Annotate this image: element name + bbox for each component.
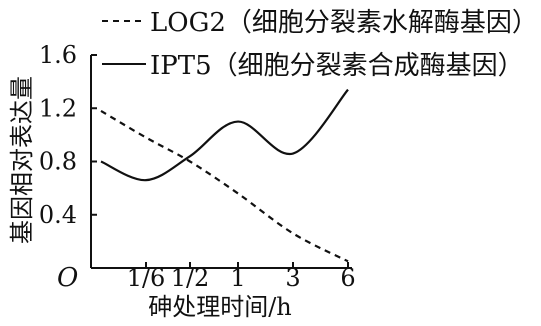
x-tick-label: 1 (230, 264, 245, 292)
y-tick-label: 0.8 (39, 148, 77, 176)
x-axis-label: 砷处理时间/h (148, 293, 292, 321)
x-tick-label: 3 (285, 264, 300, 292)
y-axis-label: 基因相对表达量 (8, 76, 36, 244)
origin-label: O (57, 263, 78, 293)
axes: 基因相对表达量 砷处理时间/h O (8, 55, 352, 321)
x-tick-label: 6 (340, 264, 355, 292)
y-tick-label: 1.6 (39, 41, 77, 69)
y-ticks: 0.4 0.8 1.2 1.6 (39, 41, 97, 229)
x-ticks: 1/6 1/2 1 3 6 (127, 262, 356, 292)
x-tick-label: 1/2 (171, 264, 210, 292)
legend-label-log2: LOG2（细胞分裂素水解酶基因） (150, 8, 538, 38)
legend-label-ipt5: IPT5（细胞分裂素合成酶基因） (150, 51, 524, 81)
series-log2-line (100, 109, 349, 263)
x-tick-label: 1/6 (127, 264, 166, 292)
series-group (100, 88, 349, 263)
legend: LOG2（细胞分裂素水解酶基因） IPT5（细胞分裂素合成酶基因） (102, 8, 538, 81)
y-tick-label: 0.4 (39, 201, 77, 229)
y-tick-label: 1.2 (39, 94, 77, 122)
series-ipt5-line (100, 88, 349, 182)
